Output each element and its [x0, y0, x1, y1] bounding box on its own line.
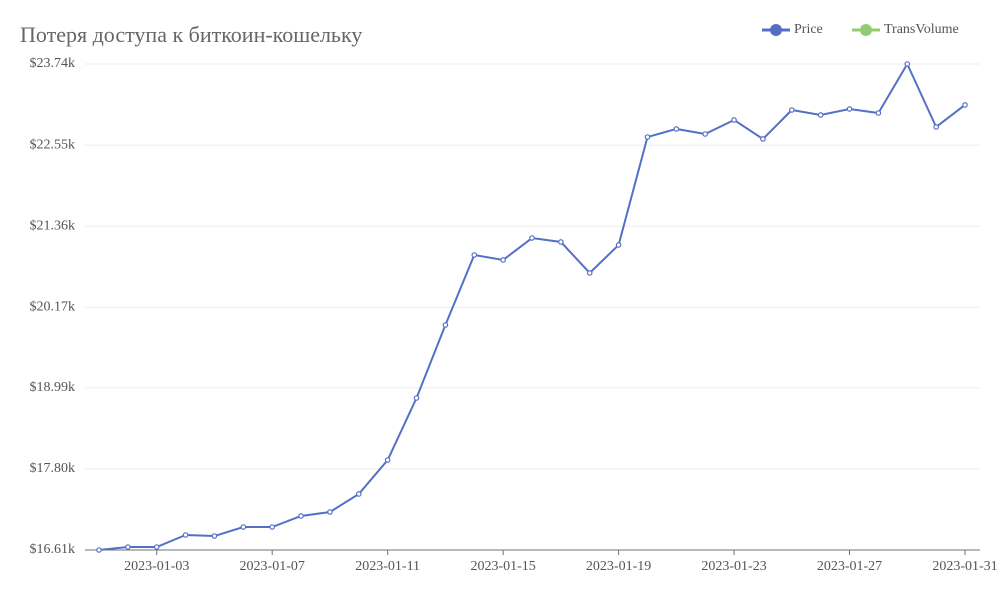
y-tick-label: $17.80k	[30, 461, 76, 476]
point	[211, 533, 218, 539]
point	[904, 61, 911, 67]
point	[962, 102, 968, 108]
point	[125, 544, 131, 550]
point	[269, 524, 276, 530]
point	[442, 322, 449, 328]
x-tick-label: 2023-01-31	[932, 559, 997, 574]
point	[96, 547, 102, 553]
x-tick-label: 2023-01-03	[124, 559, 189, 574]
legend-swatch	[860, 24, 872, 36]
point	[298, 513, 304, 519]
point	[933, 124, 939, 130]
point	[788, 107, 795, 113]
y-tick-label: $23.74k	[30, 56, 76, 71]
x-tick-label: 2023-01-07	[240, 559, 305, 574]
y-tick-label: $22.55k	[30, 137, 76, 152]
y-tick-label: $16.61k	[30, 542, 76, 557]
point	[153, 544, 160, 550]
legend-swatch	[770, 24, 782, 36]
legend-label: TransVolume	[884, 22, 959, 37]
point	[558, 239, 564, 245]
x-tick-label: 2023-01-15	[470, 559, 535, 574]
point	[846, 106, 853, 112]
point	[731, 117, 737, 123]
point	[240, 524, 247, 530]
point	[644, 134, 651, 140]
point	[384, 457, 391, 463]
point	[817, 112, 824, 118]
point	[327, 509, 333, 515]
x-tick-label: 2023-01-23	[701, 559, 766, 574]
point	[471, 252, 478, 258]
point	[702, 131, 709, 137]
x-tick-label: 2023-01-11	[355, 559, 420, 574]
y-tick-label: $21.36k	[30, 218, 76, 233]
point	[586, 270, 593, 276]
y-tick-label: $18.99k	[30, 380, 76, 395]
y-tick-label: $20.17k	[30, 300, 76, 315]
point	[529, 235, 535, 241]
point	[413, 395, 420, 401]
point	[615, 242, 622, 248]
point	[355, 491, 362, 497]
point	[875, 110, 882, 116]
legend-label: Price	[794, 22, 823, 37]
chart-title: Потеря доступа к биткоин-кошельку	[20, 22, 362, 47]
point	[760, 136, 766, 142]
point	[500, 257, 506, 263]
point	[182, 532, 189, 538]
x-tick-label: 2023-01-27	[817, 559, 882, 574]
point	[673, 126, 680, 132]
x-tick-label: 2023-01-19	[586, 559, 651, 574]
